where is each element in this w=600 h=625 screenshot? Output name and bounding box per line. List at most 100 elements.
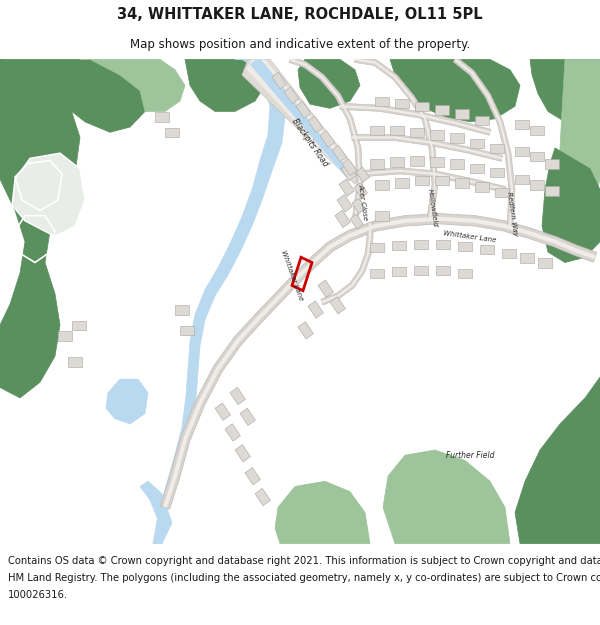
- Polygon shape: [490, 144, 504, 153]
- Polygon shape: [106, 379, 148, 424]
- Polygon shape: [308, 301, 323, 318]
- Polygon shape: [414, 266, 428, 275]
- Polygon shape: [375, 180, 389, 189]
- Polygon shape: [436, 239, 450, 249]
- Polygon shape: [515, 175, 529, 184]
- Polygon shape: [538, 258, 552, 268]
- Text: 34, WHITTAKER LANE, ROCHDALE, OL11 5PL: 34, WHITTAKER LANE, ROCHDALE, OL11 5PL: [117, 8, 483, 22]
- Polygon shape: [375, 211, 389, 221]
- Text: Whittaker Lane: Whittaker Lane: [443, 230, 497, 243]
- Polygon shape: [289, 56, 363, 221]
- Polygon shape: [370, 269, 384, 278]
- Polygon shape: [160, 214, 596, 509]
- Polygon shape: [502, 249, 516, 258]
- Polygon shape: [235, 444, 250, 462]
- Polygon shape: [255, 488, 271, 506]
- Polygon shape: [450, 159, 464, 169]
- Polygon shape: [308, 116, 323, 132]
- Polygon shape: [453, 57, 515, 226]
- Polygon shape: [0, 59, 145, 132]
- Polygon shape: [12, 153, 85, 236]
- Polygon shape: [390, 59, 520, 122]
- Polygon shape: [284, 87, 299, 104]
- Polygon shape: [392, 267, 406, 276]
- Polygon shape: [215, 403, 230, 420]
- Text: Redfern Way: Redfern Way: [506, 191, 518, 236]
- Polygon shape: [356, 167, 370, 182]
- Polygon shape: [545, 159, 559, 169]
- Polygon shape: [454, 59, 513, 226]
- Polygon shape: [458, 242, 472, 251]
- Polygon shape: [455, 109, 469, 119]
- Polygon shape: [390, 126, 404, 136]
- Polygon shape: [480, 245, 494, 254]
- Polygon shape: [395, 99, 409, 108]
- Polygon shape: [530, 180, 544, 189]
- Polygon shape: [435, 176, 449, 186]
- Polygon shape: [390, 158, 404, 167]
- Polygon shape: [542, 148, 600, 262]
- Polygon shape: [414, 239, 428, 249]
- Polygon shape: [342, 159, 356, 176]
- Polygon shape: [530, 59, 600, 122]
- Polygon shape: [375, 97, 389, 106]
- Polygon shape: [530, 152, 544, 161]
- Polygon shape: [185, 59, 265, 111]
- Polygon shape: [335, 210, 350, 227]
- Polygon shape: [415, 102, 429, 111]
- Polygon shape: [530, 126, 544, 136]
- Polygon shape: [392, 241, 406, 250]
- Polygon shape: [475, 182, 489, 192]
- Polygon shape: [352, 136, 502, 159]
- Polygon shape: [430, 158, 444, 167]
- Polygon shape: [80, 59, 185, 111]
- Polygon shape: [163, 217, 596, 508]
- Polygon shape: [355, 58, 436, 219]
- Text: Map shows position and indicative extent of the property.: Map shows position and indicative extent…: [130, 38, 470, 51]
- Polygon shape: [545, 186, 559, 196]
- Polygon shape: [470, 139, 484, 148]
- Polygon shape: [290, 58, 361, 221]
- Text: Further Field: Further Field: [446, 451, 494, 460]
- Text: Acer Close: Acer Close: [358, 183, 368, 221]
- Polygon shape: [140, 481, 172, 544]
- Text: HM Land Registry. The polygons (including the associated geometry, namely x, y c: HM Land Registry. The polygons (includin…: [8, 573, 600, 583]
- Polygon shape: [242, 59, 360, 184]
- Polygon shape: [298, 322, 313, 339]
- Polygon shape: [230, 388, 245, 404]
- Polygon shape: [0, 59, 80, 398]
- Polygon shape: [246, 59, 355, 181]
- Polygon shape: [337, 194, 352, 212]
- Polygon shape: [340, 105, 490, 133]
- Polygon shape: [415, 176, 429, 186]
- Polygon shape: [58, 331, 72, 341]
- Text: Whittaker Lane: Whittaker Lane: [280, 249, 304, 301]
- Polygon shape: [370, 126, 384, 136]
- Polygon shape: [515, 120, 529, 129]
- Polygon shape: [435, 105, 449, 114]
- Polygon shape: [520, 253, 534, 262]
- Polygon shape: [495, 188, 509, 197]
- Polygon shape: [352, 134, 503, 161]
- Polygon shape: [153, 59, 285, 544]
- Polygon shape: [436, 266, 450, 275]
- Polygon shape: [72, 321, 86, 330]
- Polygon shape: [332, 145, 347, 162]
- Polygon shape: [352, 198, 365, 213]
- Text: Contains OS data © Crown copyright and database right 2021. This information is : Contains OS data © Crown copyright and d…: [8, 556, 600, 566]
- Polygon shape: [322, 223, 371, 303]
- Polygon shape: [430, 130, 444, 139]
- Polygon shape: [296, 101, 311, 118]
- Polygon shape: [370, 242, 384, 252]
- Polygon shape: [321, 223, 373, 305]
- Polygon shape: [470, 164, 484, 173]
- Polygon shape: [240, 408, 256, 426]
- Polygon shape: [340, 103, 491, 136]
- Polygon shape: [225, 424, 241, 441]
- Polygon shape: [354, 182, 367, 198]
- Polygon shape: [165, 128, 179, 138]
- Polygon shape: [298, 59, 360, 108]
- Polygon shape: [370, 159, 384, 169]
- Polygon shape: [395, 178, 409, 187]
- Polygon shape: [355, 56, 438, 219]
